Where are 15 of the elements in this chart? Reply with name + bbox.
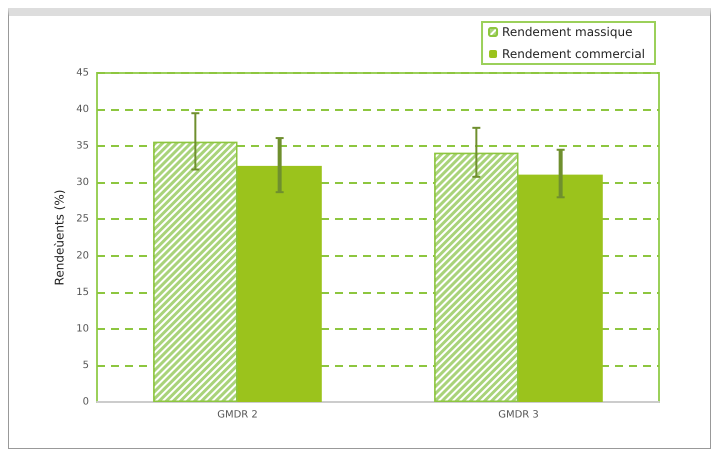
y-tick-label: 0 bbox=[82, 396, 89, 408]
legend-label: Rendement commercial bbox=[502, 47, 646, 61]
y-tick-label: 10 bbox=[76, 323, 89, 334]
y-tick-label: 15 bbox=[76, 286, 89, 298]
legend-label: Rendement massique bbox=[502, 25, 633, 39]
y-axis-title: Rendeùents (%) bbox=[52, 190, 66, 286]
y-tick-label: 45 bbox=[76, 68, 89, 78]
x-tick-label: GMDR 2 bbox=[217, 410, 258, 420]
y-tick-label: 5 bbox=[82, 360, 89, 371]
y-tick-label: 40 bbox=[76, 104, 89, 116]
y-tick-label: 25 bbox=[76, 214, 89, 225]
y-tick-label: 35 bbox=[76, 140, 89, 152]
y-tick-label: 30 bbox=[76, 177, 89, 188]
y-tick-label: 20 bbox=[76, 250, 89, 262]
x-tick-label: GMDR 3 bbox=[498, 410, 539, 420]
